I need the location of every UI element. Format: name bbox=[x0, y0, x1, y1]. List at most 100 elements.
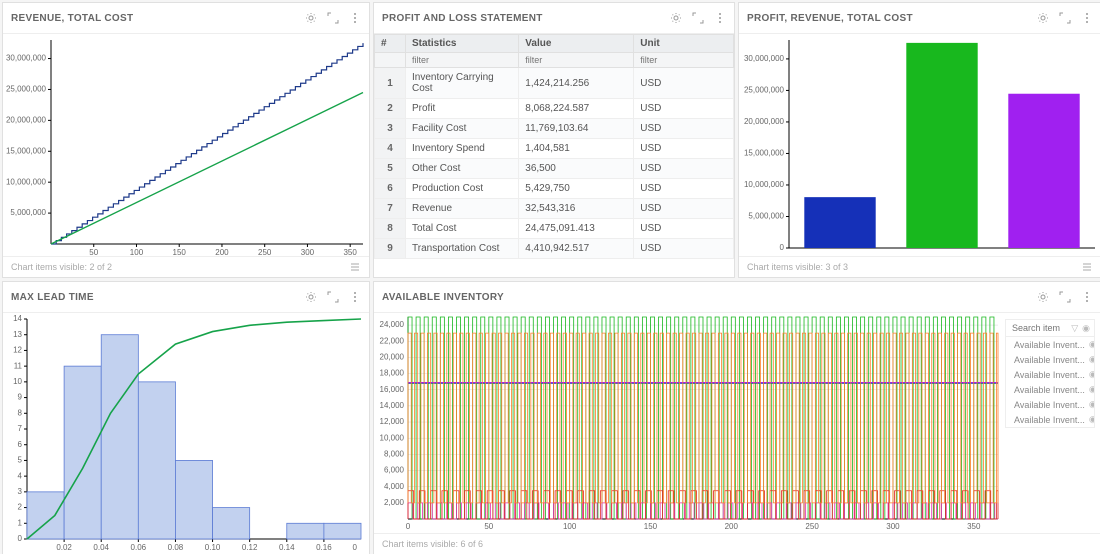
table-row[interactable]: 9Transportation Cost4,410,942.517USD bbox=[375, 239, 734, 259]
eye-icon[interactable]: ◉ bbox=[1089, 399, 1094, 410]
eye-icon[interactable]: ◉ bbox=[1089, 339, 1094, 350]
svg-text:11: 11 bbox=[14, 361, 23, 370]
expand-icon[interactable] bbox=[1059, 291, 1071, 303]
svg-text:8: 8 bbox=[18, 408, 23, 417]
cell-val: 4,410,942.517 bbox=[519, 239, 634, 259]
cell-n: 6 bbox=[375, 179, 406, 199]
list-icon[interactable] bbox=[1081, 261, 1093, 273]
gear-icon[interactable] bbox=[670, 12, 682, 24]
svg-text:2: 2 bbox=[18, 503, 23, 512]
col-stat[interactable]: Statistics bbox=[406, 35, 519, 53]
svg-text:9: 9 bbox=[18, 393, 23, 402]
svg-text:15,000,000: 15,000,000 bbox=[744, 149, 785, 158]
more-icon[interactable] bbox=[349, 12, 361, 24]
svg-text:0.04: 0.04 bbox=[93, 543, 109, 552]
more-icon[interactable] bbox=[1081, 291, 1093, 303]
list-icon[interactable] bbox=[349, 261, 361, 273]
expand-icon[interactable] bbox=[692, 12, 704, 24]
svg-text:300: 300 bbox=[301, 248, 315, 256]
cell-unit: USD bbox=[634, 139, 734, 159]
cell-stat: Revenue bbox=[406, 199, 519, 219]
table-row[interactable]: 5Other Cost36,500USD bbox=[375, 159, 734, 179]
eye-icon[interactable]: ◉ bbox=[1089, 369, 1094, 380]
eye-icon[interactable]: ◉ bbox=[1082, 323, 1090, 334]
eye-icon[interactable]: ◉ bbox=[1089, 354, 1094, 365]
table-row[interactable]: 8Total Cost24,475,091.413USD bbox=[375, 219, 734, 239]
svg-text:10: 10 bbox=[13, 377, 22, 386]
chart-footer: Chart items visible: 3 of 3 bbox=[747, 262, 848, 272]
cell-stat: Facility Cost bbox=[406, 119, 519, 139]
chart-available-inventory: 2,0004,0006,0008,00010,00012,00014,00016… bbox=[374, 313, 1098, 533]
chart-profit-revenue-cost: 05,000,00010,000,00015,000,00020,000,000… bbox=[739, 34, 1100, 256]
legend-item[interactable]: Available Invent... ◉ bbox=[1006, 367, 1094, 382]
chart-max-lead-time: 012345678910111213140.020.040.060.080.10… bbox=[3, 313, 369, 554]
svg-text:22,000: 22,000 bbox=[380, 336, 405, 345]
col-unit[interactable]: Unit bbox=[634, 35, 734, 53]
svg-text:0: 0 bbox=[353, 543, 358, 552]
legend-label: Available Invent... bbox=[1014, 370, 1085, 380]
svg-text:10,000: 10,000 bbox=[380, 433, 405, 442]
expand-icon[interactable] bbox=[327, 12, 339, 24]
cell-unit: USD bbox=[634, 68, 734, 99]
svg-text:5,000,000: 5,000,000 bbox=[748, 212, 784, 221]
svg-text:8,000: 8,000 bbox=[384, 449, 405, 458]
svg-text:4,000: 4,000 bbox=[384, 482, 405, 491]
cell-val: 5,429,750 bbox=[519, 179, 634, 199]
more-icon[interactable] bbox=[1081, 12, 1093, 24]
gear-icon[interactable] bbox=[1037, 291, 1049, 303]
table-row[interactable]: 1Inventory Carrying Cost1,424,214.256USD bbox=[375, 68, 734, 99]
legend-item[interactable]: Available Invent... ◉ bbox=[1006, 397, 1094, 412]
filter-stat[interactable] bbox=[412, 53, 512, 67]
gear-icon[interactable] bbox=[1037, 12, 1049, 24]
panel-profit-revenue-cost: PROFIT, REVENUE, TOTAL COST 05,000,00010… bbox=[738, 2, 1100, 278]
more-icon[interactable] bbox=[349, 291, 361, 303]
cell-stat: Production Cost bbox=[406, 179, 519, 199]
cell-n: 3 bbox=[375, 119, 406, 139]
expand-icon[interactable] bbox=[1059, 12, 1071, 24]
table-row[interactable]: 7Revenue32,543,316USD bbox=[375, 199, 734, 219]
svg-text:6: 6 bbox=[18, 440, 23, 449]
table-row[interactable]: 4Inventory Spend1,404,581USD bbox=[375, 139, 734, 159]
cell-unit: USD bbox=[634, 119, 734, 139]
filter-icon[interactable]: ▽ bbox=[1071, 323, 1078, 334]
more-icon[interactable] bbox=[714, 12, 726, 24]
svg-text:350: 350 bbox=[967, 522, 981, 531]
col-val[interactable]: Value bbox=[519, 35, 634, 53]
legend-item[interactable]: Available Invent...◉ bbox=[1006, 382, 1094, 397]
legend-label: Available Invent... bbox=[1014, 355, 1085, 365]
expand-icon[interactable] bbox=[327, 291, 339, 303]
svg-text:250: 250 bbox=[805, 522, 819, 531]
panel-profit-loss: PROFIT AND LOSS STATEMENT # Statistics V… bbox=[373, 2, 735, 278]
cell-stat: Profit bbox=[406, 99, 519, 119]
legend-item[interactable]: Available Invent... ◉ bbox=[1006, 352, 1094, 367]
cell-stat: Inventory Spend bbox=[406, 139, 519, 159]
svg-text:200: 200 bbox=[215, 248, 229, 256]
legend-label: Available Invent... bbox=[1014, 400, 1085, 410]
filter-val[interactable] bbox=[525, 53, 627, 67]
cell-unit: USD bbox=[634, 99, 734, 119]
legend-item[interactable]: Available Invent...◉ bbox=[1006, 412, 1094, 427]
legend-search-input[interactable] bbox=[1010, 322, 1067, 334]
legend-item[interactable]: Available Invent...◉ bbox=[1006, 337, 1094, 352]
svg-text:50: 50 bbox=[484, 522, 493, 531]
cell-n: 5 bbox=[375, 159, 406, 179]
eye-icon[interactable]: ◉ bbox=[1089, 384, 1094, 395]
table-row[interactable]: 3Facility Cost11,769,103.64USD bbox=[375, 119, 734, 139]
table-row[interactable]: 2Profit8,068,224.587USD bbox=[375, 99, 734, 119]
filter-unit[interactable] bbox=[640, 53, 727, 67]
cell-unit: USD bbox=[634, 239, 734, 259]
cell-unit: USD bbox=[634, 219, 734, 239]
gear-icon[interactable] bbox=[305, 291, 317, 303]
panel-max-lead-time: MAX LEAD TIME 012345678910111213140.020.… bbox=[2, 281, 370, 554]
gear-icon[interactable] bbox=[305, 12, 317, 24]
svg-text:0.12: 0.12 bbox=[242, 543, 258, 552]
eye-icon[interactable]: ◉ bbox=[1089, 414, 1094, 425]
col-idx[interactable]: # bbox=[375, 35, 406, 53]
cell-val: 11,769,103.64 bbox=[519, 119, 634, 139]
panel-title: REVENUE, TOTAL COST bbox=[11, 13, 133, 24]
svg-text:10,000,000: 10,000,000 bbox=[744, 180, 785, 189]
svg-text:14,000: 14,000 bbox=[380, 401, 405, 410]
svg-text:20,000,000: 20,000,000 bbox=[6, 115, 47, 124]
table-row[interactable]: 6Production Cost5,429,750USD bbox=[375, 179, 734, 199]
panel-title: MAX LEAD TIME bbox=[11, 292, 94, 303]
